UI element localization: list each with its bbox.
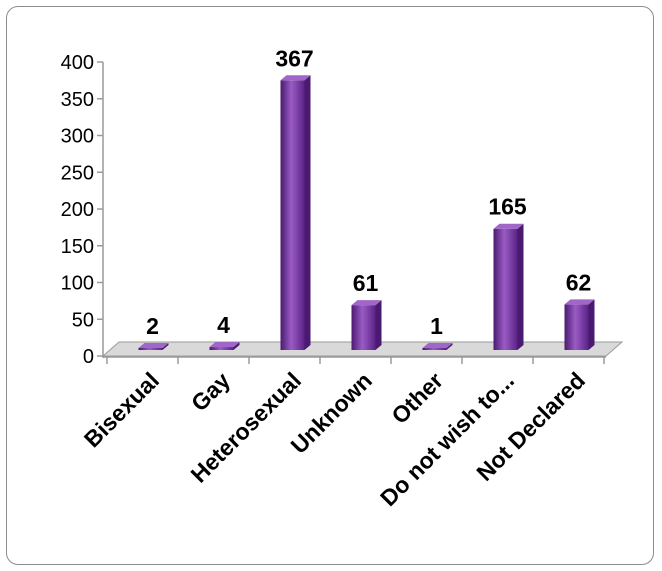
bar-side — [162, 343, 169, 350]
bar-front — [280, 80, 305, 350]
bar-front — [351, 305, 376, 350]
y-tick-label: 150 — [61, 236, 94, 258]
data-label: 1 — [430, 313, 443, 339]
bar-side — [304, 75, 311, 350]
data-label: 62 — [566, 269, 592, 295]
bar-side — [233, 342, 240, 350]
bar-top — [351, 300, 382, 306]
bar-top — [280, 75, 311, 81]
bars — [138, 75, 595, 350]
bar-top — [138, 343, 169, 348]
data-label: 2 — [146, 313, 159, 339]
y-tick-label: 300 — [61, 126, 94, 148]
bar-front — [422, 348, 447, 350]
data-label: 367 — [275, 45, 313, 71]
x-category-label: Do not wish to... — [375, 367, 519, 511]
bar — [280, 75, 311, 350]
bar — [351, 300, 382, 350]
bar-top — [422, 343, 453, 348]
bar-side — [517, 223, 524, 350]
y-tick-label: 350 — [61, 89, 94, 111]
y-tick-label: 250 — [61, 162, 94, 184]
bar-side — [588, 299, 595, 350]
bar-top — [493, 223, 524, 229]
bar-top — [564, 299, 595, 305]
bar-front — [138, 348, 163, 350]
bar — [209, 342, 240, 350]
data-label: 4 — [217, 312, 230, 338]
data-label: 61 — [353, 270, 379, 296]
x-category-label: Gay — [186, 367, 235, 416]
data-label: 165 — [488, 194, 527, 220]
x-category-label: Other — [386, 367, 448, 429]
y-tick-label: 200 — [61, 199, 94, 221]
bar-front — [493, 228, 518, 350]
chart-frame — [6, 6, 654, 565]
y-tick-label: 100 — [61, 273, 94, 295]
y-tick-label: 0 — [83, 346, 94, 368]
x-category-label: Bisexual — [79, 367, 164, 452]
y-tick-label: 50 — [72, 309, 94, 331]
bar — [564, 299, 595, 350]
bar-front — [564, 304, 589, 350]
bar-side — [446, 343, 453, 350]
bar — [493, 223, 524, 350]
bar-top — [209, 342, 240, 348]
y-tick-label: 400 — [61, 52, 94, 74]
bar — [422, 343, 453, 350]
bar-side — [375, 300, 382, 350]
bar — [138, 343, 169, 350]
bar-front — [209, 347, 234, 350]
